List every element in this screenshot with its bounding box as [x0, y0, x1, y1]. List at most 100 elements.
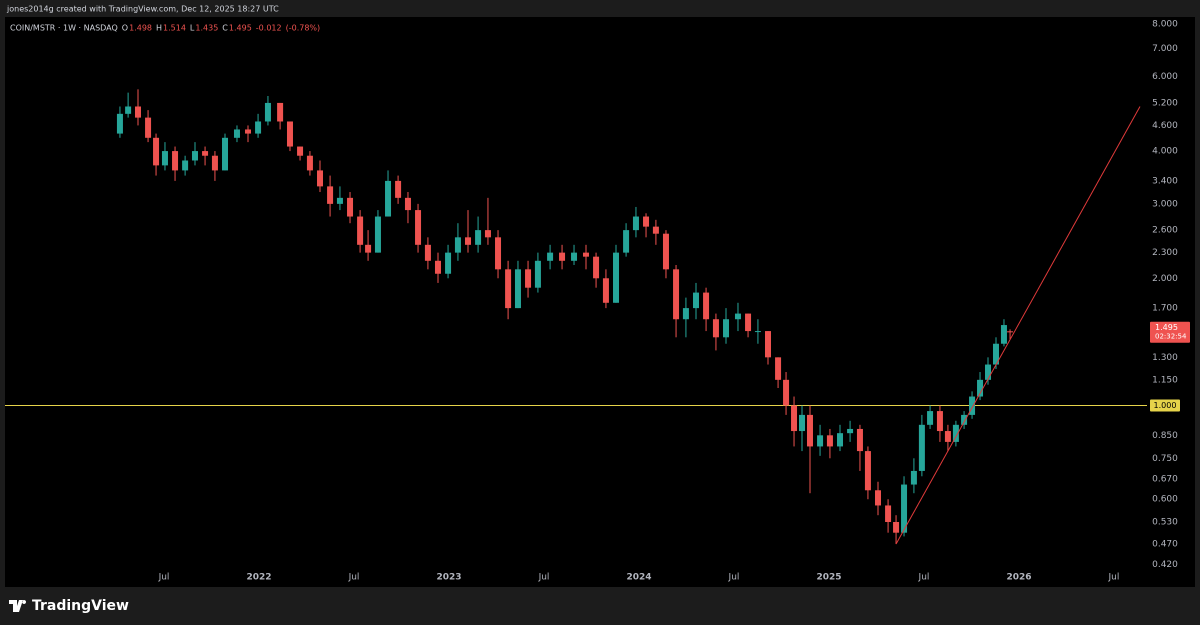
candle-body: [244, 129, 251, 134]
candle-body: [525, 269, 532, 288]
candle-body: [365, 244, 372, 253]
level-label-box: [1150, 399, 1180, 412]
candle-body: [1007, 331, 1014, 333]
y-tick-label: 6.000: [1152, 72, 1178, 82]
o-value: 1.498: [129, 24, 152, 33]
x-tick-label: Jul: [728, 573, 740, 583]
candle-body: [465, 237, 472, 245]
candle-body: [424, 244, 431, 261]
candle-body: [791, 405, 798, 432]
candle-body: [145, 117, 152, 138]
x-tick-label: Jul: [1108, 573, 1120, 583]
candle-body: [286, 121, 293, 147]
candle-body: [336, 197, 343, 204]
credit: jones2014g created with TradingView.com,…: [6, 5, 279, 14]
y-tick-label: 1.700: [1152, 304, 1178, 314]
y-tick-label: 8.000: [1152, 19, 1178, 29]
candle-body: [745, 313, 752, 332]
candle-body: [643, 216, 650, 227]
candle-body: [775, 357, 782, 380]
candle-body: [613, 252, 620, 303]
candle-body: [783, 379, 790, 406]
candle-body: [754, 331, 761, 333]
candle-body: [856, 428, 863, 452]
candle-body: [475, 230, 482, 245]
candle-body: [134, 106, 141, 118]
l-label: L: [190, 24, 195, 33]
candle-body: [571, 252, 578, 261]
candle-body: [723, 319, 730, 338]
y-tick-label: 4.000: [1152, 147, 1178, 157]
candle-body: [893, 522, 900, 533]
o-label: O: [122, 24, 128, 33]
candle-body: [484, 230, 491, 238]
candle-body: [277, 102, 284, 122]
candle-body: [918, 424, 925, 471]
candle-body: [264, 102, 271, 122]
candle-body: [602, 278, 609, 303]
change: -0.012: [256, 24, 282, 33]
candle-body: [673, 269, 680, 320]
symbol: COIN/MSTR · 1W · NASDAQ: [10, 24, 118, 33]
candle-body: [182, 160, 189, 171]
candle-body: [454, 237, 461, 253]
marks: [116, 89, 1141, 545]
trend-line: [895, 106, 1141, 545]
candle-body: [837, 433, 844, 447]
candle-body: [559, 252, 566, 261]
candle-body: [415, 210, 422, 245]
candle-body: [826, 435, 833, 447]
candle-body: [910, 470, 917, 485]
candle-body: [734, 313, 741, 320]
candle-body: [445, 252, 452, 274]
candle-body: [233, 129, 240, 138]
candle-body: [116, 113, 123, 134]
y-tick-label: 1.150: [1152, 375, 1178, 385]
candle-body: [682, 308, 689, 320]
candle-body: [992, 343, 999, 365]
countdown: 02:32:54: [1155, 333, 1187, 341]
candle-body: [347, 197, 354, 217]
candle-body: [161, 151, 168, 166]
change-pct: (-0.78%): [286, 24, 321, 33]
h-label: H: [156, 24, 162, 33]
x-tick-label: Jul: [538, 573, 550, 583]
logo: TradingView: [9, 598, 129, 614]
candle-body: [652, 226, 659, 234]
h-value: 1.514: [163, 24, 186, 33]
l-value: 1.435: [195, 24, 218, 33]
axes: 8.000 7.000 6.000 5.200 4.600 4.000 3.400 3.000…: [158, 19, 1190, 583]
candle-body: [191, 151, 198, 161]
candle-body: [593, 256, 600, 279]
x-tick-label: 2024: [626, 573, 651, 583]
candle-body: [944, 431, 951, 442]
candle-body: [404, 197, 411, 211]
legend: COIN/MSTR · 1W · NASDAQ O 1.498 H 1.514 L 1.43…: [10, 24, 320, 33]
c-label: C: [222, 24, 228, 33]
y-tick-label: 0.750: [1152, 454, 1178, 464]
candle-body: [623, 230, 630, 253]
price-label-box: [1150, 321, 1190, 343]
candle-body: [202, 151, 209, 156]
candle-body: [547, 252, 554, 261]
candle-body: [317, 170, 324, 187]
y-tick-label: 5.200: [1152, 98, 1178, 108]
candle-body: [514, 269, 521, 309]
candle-body: [799, 414, 806, 432]
candle-body: [222, 137, 229, 171]
candle-body: [505, 269, 512, 309]
y-tick-label: 0.530: [1152, 518, 1178, 528]
candle-body: [1000, 325, 1007, 344]
x-tick-label: 2026: [1006, 573, 1031, 583]
candle-body: [901, 484, 908, 533]
candle-body: [985, 364, 992, 380]
candle-body: [357, 216, 364, 245]
candle-body: [374, 216, 381, 253]
candle-body: [172, 151, 179, 171]
candle-body: [847, 428, 854, 434]
y-tick-label: 3.000: [1152, 199, 1178, 209]
y-tick-label: 0.850: [1152, 431, 1178, 441]
candle-body: [875, 490, 882, 506]
